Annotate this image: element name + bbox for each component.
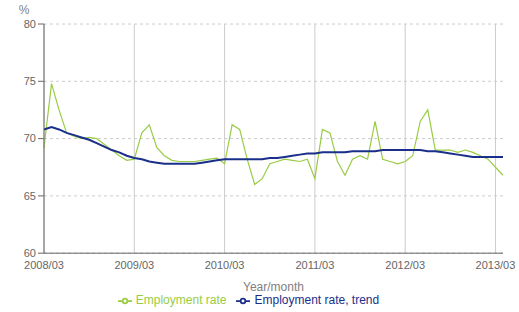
svg-text:2011/03: 2011/03 [295,259,334,271]
svg-text:65: 65 [24,190,36,202]
svg-text:2009/03: 2009/03 [114,259,154,271]
svg-text:2010/03: 2010/03 [205,259,245,271]
html-text:Employment rate: Employment rate [135,293,227,308]
svg-text:60: 60 [24,247,36,259]
svg-text:75: 75 [24,75,36,87]
svg-text:Year/month: Year/month [243,280,304,294]
svg-text:%: % [19,3,30,17]
svg-text:2008/03: 2008/03 [24,259,64,271]
svg-text:2012/03: 2012/03 [385,259,425,271]
html-text:Employment rate, trend: Employment rate, trend [254,293,380,308]
svg-text:80: 80 [24,18,36,30]
svg-text:70: 70 [24,132,36,144]
svg-text:2013/03: 2013/03 [476,259,511,271]
